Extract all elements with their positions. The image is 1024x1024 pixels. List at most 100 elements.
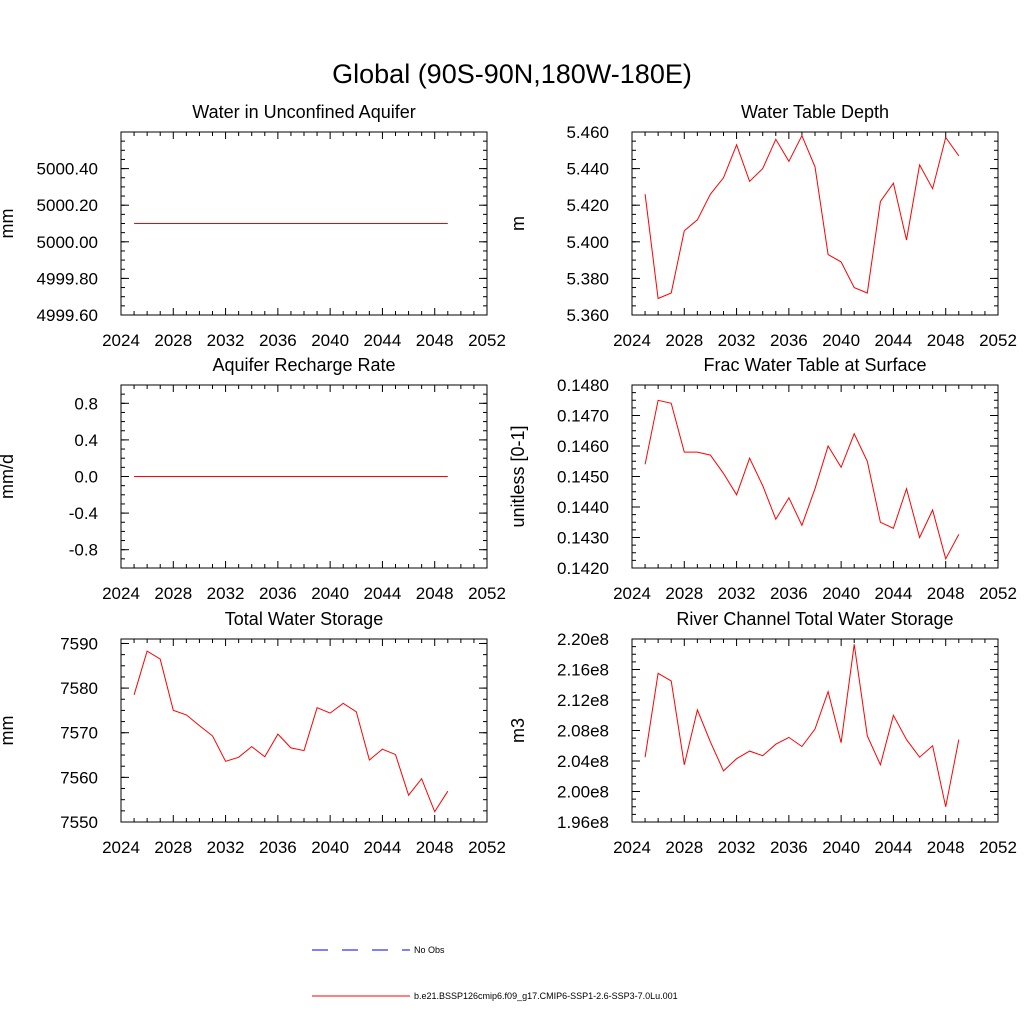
- legend-label-model: b.e21.BSSP126cmip6.f09_g17.CMIP6-SSP1-2.…: [414, 991, 678, 1001]
- y-tick-label: -0.4: [69, 504, 98, 523]
- panel-title: River Channel Total Water Storage: [676, 609, 953, 629]
- x-tick-label: 2024: [613, 331, 651, 350]
- y-tick-label: 7570: [60, 724, 98, 743]
- x-tick-label: 2052: [979, 331, 1017, 350]
- y-tick-label: 5.440: [566, 160, 609, 179]
- x-tick-label: 2044: [875, 584, 913, 603]
- y-tick-label: 7590: [60, 634, 98, 653]
- x-tick-label: 2028: [154, 838, 192, 857]
- panel-4: Frac Water Table at Surface 2024 2028 2032 2…: [508, 355, 1017, 603]
- x-tick-label: 2036: [259, 838, 297, 857]
- y-axis-label: mm: [0, 716, 17, 746]
- x-tick-label: 2040: [311, 838, 349, 857]
- x-tick-label: 2032: [718, 838, 756, 857]
- x-tick-label: 2044: [875, 331, 913, 350]
- x-tick-label: 2048: [416, 584, 454, 603]
- panel-1: Water in Unconfined Aquifer 2024 2028 2032 2…: [0, 102, 506, 350]
- y-tick-label: 0.0: [74, 468, 98, 487]
- legend: No Obs b.e21.BSSP126cmip6.f09_g17.CMIP6-…: [312, 945, 678, 1001]
- y-tick-label: 0.4: [74, 431, 98, 450]
- panel-title: Total Water Storage: [225, 609, 383, 629]
- panel-title: Aquifer Recharge Rate: [212, 355, 395, 375]
- panel-title: Frac Water Table at Surface: [703, 355, 926, 375]
- x-tick-label: 2028: [665, 584, 703, 603]
- x-tick-label: 2032: [207, 584, 245, 603]
- x-tick-label: 2032: [718, 331, 756, 350]
- panels-group: Water in Unconfined Aquifer 2024 2028 2032 2…: [0, 102, 1017, 857]
- y-tick-label: 2.08e8: [557, 722, 609, 741]
- y-tick-label: 0.1440: [557, 498, 609, 517]
- y-axis-label: mm/d: [0, 454, 17, 499]
- y-tick-label: 7550: [60, 813, 98, 832]
- y-axis-label: unitless [0-1]: [508, 425, 528, 527]
- x-tick-label: 2052: [468, 584, 506, 603]
- x-tick-label: 2032: [718, 584, 756, 603]
- x-tick-label: 2052: [979, 584, 1017, 603]
- series-line: [644, 644, 960, 807]
- series-line: [133, 650, 449, 813]
- x-tick-label: 2052: [468, 838, 506, 857]
- plot-frame: [631, 384, 999, 569]
- x-tick-label: 2024: [102, 331, 140, 350]
- x-tick-label: 2040: [822, 584, 860, 603]
- x-tick-label: 2028: [665, 331, 703, 350]
- x-tick-label: 2044: [364, 331, 402, 350]
- y-tick-label: 0.1480: [557, 376, 609, 395]
- x-tick-label: 2024: [102, 838, 140, 857]
- y-tick-label: 0.1460: [557, 437, 609, 456]
- x-tick-label: 2040: [311, 331, 349, 350]
- y-tick-label: 2.16e8: [557, 661, 609, 680]
- y-tick-label: 2.20e8: [557, 630, 609, 649]
- panel-title: Water in Unconfined Aquifer: [192, 102, 415, 122]
- y-axis-label: m: [508, 216, 528, 231]
- y-tick-label: 5000.40: [37, 160, 98, 179]
- y-axis-label: mm: [0, 209, 17, 239]
- x-tick-label: 2040: [311, 584, 349, 603]
- y-tick-label: 0.1470: [557, 407, 609, 426]
- y-tick-label: -0.8: [69, 541, 98, 560]
- x-tick-label: 2032: [207, 838, 245, 857]
- x-tick-label: 2024: [613, 584, 651, 603]
- x-tick-label: 2036: [259, 331, 297, 350]
- x-tick-label: 2048: [927, 584, 965, 603]
- y-tick-label: 7560: [60, 768, 98, 787]
- x-tick-label: 2036: [770, 584, 808, 603]
- x-tick-label: 2048: [416, 331, 454, 350]
- panel-6: River Channel Total Water Storage 2024 202…: [508, 609, 1017, 857]
- x-tick-label: 2040: [822, 331, 860, 350]
- x-tick-label: 2048: [416, 838, 454, 857]
- x-tick-label: 2040: [822, 838, 860, 857]
- x-tick-label: 2036: [770, 331, 808, 350]
- y-tick-label: 0.1420: [557, 559, 609, 578]
- y-tick-label: 0.8: [74, 394, 98, 413]
- x-tick-label: 2052: [468, 331, 506, 350]
- y-tick-label: 5.360: [566, 306, 609, 325]
- plot-frame: [120, 638, 488, 823]
- y-tick-label: 7580: [60, 679, 98, 698]
- y-tick-label: 4999.80: [37, 269, 98, 288]
- y-tick-label: 5.460: [566, 123, 609, 142]
- y-tick-label: 4999.60: [37, 306, 98, 325]
- series-line: [644, 134, 960, 300]
- y-tick-label: 2.12e8: [557, 691, 609, 710]
- y-tick-label: 0.1430: [557, 529, 609, 548]
- x-tick-label: 2036: [770, 838, 808, 857]
- series-line: [644, 399, 960, 561]
- x-tick-label: 2036: [259, 584, 297, 603]
- y-tick-label: 2.00e8: [557, 783, 609, 802]
- x-tick-label: 2028: [154, 584, 192, 603]
- y-tick-label: 5.380: [566, 269, 609, 288]
- y-tick-label: 5.400: [566, 233, 609, 252]
- panel-3: Aquifer Recharge Rate 2024 2028 2032 2036 204…: [0, 355, 506, 603]
- x-tick-label: 2044: [364, 584, 402, 603]
- panel-5: Total Water Storage 2024 2028 2032 2036 2040 2…: [0, 609, 506, 857]
- x-tick-label: 2024: [102, 584, 140, 603]
- x-tick-label: 2028: [665, 838, 703, 857]
- y-tick-label: 5000.20: [37, 196, 98, 215]
- x-tick-label: 2048: [927, 331, 965, 350]
- y-tick-label: 1.96e8: [557, 813, 609, 832]
- y-tick-label: 0.1450: [557, 468, 609, 487]
- panel-2: Water Table Depth 2024 2028 2032 2036 2040 204…: [508, 102, 1017, 350]
- x-tick-label: 2032: [207, 331, 245, 350]
